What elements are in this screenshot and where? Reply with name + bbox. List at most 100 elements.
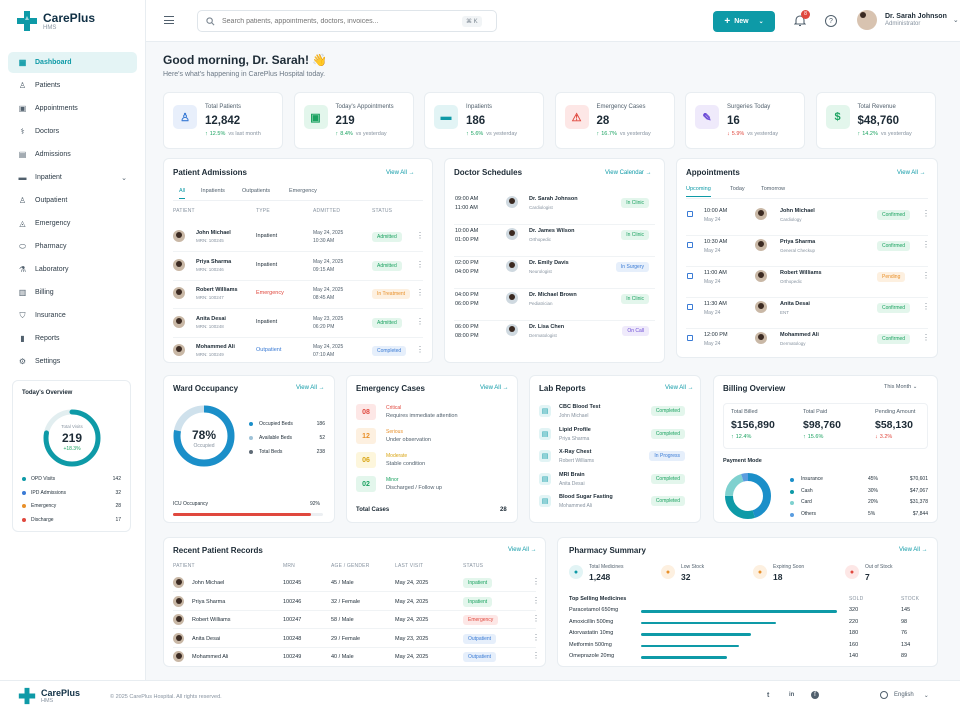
view-calendar-link[interactable]: View Calendar → (605, 170, 652, 176)
tab-tomorrow[interactable]: Tomorrow (761, 186, 786, 192)
more-options-icon[interactable]: ⋮ (532, 614, 540, 623)
schedule-row[interactable]: 10:00 AM 01:00 PM Dr. James Wilson Orthoped… (454, 227, 655, 257)
more-options-icon[interactable]: ⋮ (416, 316, 424, 326)
more-options-icon[interactable]: ⋮ (416, 345, 424, 354)
pharmacy-view-all[interactable]: View All → (899, 547, 928, 553)
emergency-row[interactable]: 02 Minor Discharged / Follow up (356, 474, 508, 494)
more-options-icon[interactable]: ⋮ (532, 577, 540, 586)
more-options-icon[interactable]: ⋮ (922, 271, 930, 280)
sidebar-item-laboratory[interactable]: ⚗ Laboratory (8, 259, 137, 280)
more-options-icon[interactable]: ⋮ (532, 651, 540, 660)
legend-label: Occupied Beds (259, 421, 293, 427)
language-selector[interactable]: English ⌄ (880, 691, 929, 699)
dollar-icon: $ (825, 105, 850, 129)
more-options-icon[interactable]: ⋮ (532, 595, 540, 605)
sidebar-item-settings[interactable]: ⚙ Settings (8, 351, 137, 372)
row-divider (686, 328, 928, 329)
more-options-icon[interactable]: ⋮ (922, 333, 930, 342)
emergency-row[interactable]: 06 Moderate Stable condition (356, 450, 508, 470)
appointment-row[interactable]: 10:00 AM May 24 John Michael Cardiology Conf… (686, 207, 930, 236)
overview-ring (43, 409, 101, 467)
tab-inpatients[interactable]: Inpatients (201, 188, 225, 194)
avatar (173, 614, 184, 625)
tab-today[interactable]: Today (730, 186, 745, 192)
table-row[interactable]: Robert Williams MRN: 100247 Emergency May 2… (173, 281, 424, 309)
tab-upcoming[interactable]: Upcoming (686, 186, 711, 197)
sidebar-item-pharmacy[interactable]: ⬭ Pharmacy (8, 236, 137, 257)
records-view-all[interactable]: View All → (508, 547, 537, 553)
notifications-button[interactable]: 8 (793, 10, 810, 28)
table-row[interactable]: John Michael 100245 45 / Male May 24, 2025 I… (173, 575, 540, 592)
emergency-row[interactable]: 12 Serious Under observation (356, 426, 508, 446)
schedule-row[interactable]: 06:00 PM 08:00 PM Dr. Lisa Chen Dermatologi… (454, 323, 655, 351)
search-input[interactable] (222, 17, 462, 25)
overview-row-label: Emergency (31, 503, 57, 509)
table-row[interactable]: Robert Williams 100247 58 / Male May 24, 20… (173, 612, 540, 629)
table-row[interactable]: Priya Sharma MRN: 100246 Inpatient May 24, … (173, 253, 424, 281)
appointment-row[interactable]: 11:00 AM May 24 Robert Williams Orthopedic P… (686, 269, 930, 298)
appointment-row[interactable]: 11:30 AM May 24 Anita Desai ENT Confirmed ⋮ (686, 300, 930, 329)
sidebar-item-outpatient[interactable]: ♙ Outpatient (8, 190, 137, 211)
sidebar-item-doctors[interactable]: ⚕ Doctors (8, 121, 137, 142)
admissions-view-all[interactable]: View All → (386, 170, 415, 176)
brand-logo[interactable]: CarePlus HMS (16, 10, 95, 32)
ward-legend-row: Total Beds 238 (249, 449, 325, 455)
help-icon[interactable]: ? (825, 15, 837, 27)
lab-report-row[interactable]: ▤ MRI Brain Anita Desai Completed (539, 471, 691, 491)
ward-view-all[interactable]: View All → (296, 385, 325, 391)
more-options-icon[interactable]: ⋮ (532, 632, 540, 642)
new-button[interactable]: + New ⌄ (713, 11, 775, 32)
appointment-date: May 24 (704, 217, 721, 223)
sidebar-item-insurance[interactable]: ⛉ Insurance (8, 305, 137, 326)
table-row[interactable]: Mohammed Ali MRN: 100249 Outpatient May 24,… (173, 338, 424, 364)
lab-patient-name: Priya Sharma (559, 435, 590, 442)
schedule-row[interactable]: 09:00 AM 11:00 AM Dr. Sarah Johnson Cardiol… (454, 195, 655, 225)
tab-emergency[interactable]: Emergency (289, 188, 317, 194)
more-options-icon[interactable]: ⋮ (922, 302, 930, 311)
more-options-icon[interactable]: ⋮ (416, 259, 424, 269)
tab-outpatients[interactable]: Outpatients (242, 188, 271, 194)
stat-value: $48,760 (857, 115, 900, 127)
emergency-view-all[interactable]: View All → (480, 385, 509, 391)
twitter-icon[interactable]: t (767, 692, 770, 699)
linkedin-icon[interactable]: in (789, 692, 795, 698)
lab-view-all[interactable]: View All → (665, 385, 694, 391)
lab-report-row[interactable]: ▤ Blood Sugar Fasting Mohammed Ali Complete… (539, 493, 691, 513)
age-gender: 29 / Female (331, 635, 361, 642)
more-options-icon[interactable]: ⋮ (416, 231, 424, 240)
sidebar-item-reports[interactable]: ▮ Reports (8, 328, 137, 349)
table-row[interactable]: Anita Desai 100248 29 / Female May 23, 2025… (173, 631, 540, 648)
schedule-row[interactable]: 04:00 PM 06:00 PM Dr. Michael Brown Pediatr… (454, 291, 655, 321)
more-options-icon[interactable]: ⋮ (922, 240, 930, 249)
more-options-icon[interactable]: ⋮ (922, 209, 930, 218)
appointment-row[interactable]: 12:00 PM May 24 Mohammed Ali Dermatology Con… (686, 331, 930, 359)
schedule-row[interactable]: 02:00 PM 04:00 PM Dr. Emily Davis Neurologi… (454, 259, 655, 289)
user-profile[interactable]: Dr. Sarah Johnson Administrator ⌄ (857, 10, 959, 30)
sidebar-item-emergency[interactable]: ◬ Emergency (8, 213, 137, 234)
menu-toggle-icon[interactable] (164, 16, 174, 24)
sidebar-item-dashboard[interactable]: ▦ Dashboard (8, 52, 137, 73)
sidebar-item-appointments[interactable]: ▣ Appointments (8, 98, 137, 119)
global-search[interactable]: ⌘ K (197, 10, 497, 32)
emergency-row[interactable]: 08 Critical Requires immediate attention (356, 402, 508, 422)
table-row[interactable]: Priya Sharma 100246 32 / Female May 24, 202… (173, 594, 540, 611)
sidebar-item-admissions[interactable]: ▤ Admissions (8, 144, 137, 165)
appointment-row[interactable]: 10:30 AM May 24 Priya Sharma General Checku… (686, 238, 930, 267)
tab-all[interactable]: All (179, 188, 186, 199)
lab-report-row[interactable]: ▤ X-Ray Chest Robert Williams In Progress (539, 448, 691, 468)
lab-report-row[interactable]: ▤ Lipid Profile Priya Sharma Completed (539, 426, 691, 446)
doctor-name: Dr. Sarah Johnson (529, 196, 578, 202)
payment-mode-amount: $7,844 (912, 510, 928, 517)
sidebar-item-billing[interactable]: ▥ Billing (8, 282, 137, 303)
table-row[interactable]: John Michael MRN: 100245 Inpatient May 24, … (173, 224, 424, 252)
billing-period-select[interactable]: This Month ⌄ (884, 384, 918, 390)
sidebar-item-inpatient[interactable]: ▬ Inpatient ⌄ (8, 167, 137, 188)
table-row[interactable]: Anita Desai MRN: 100248 Inpatient May 23, 2… (173, 310, 424, 338)
more-options-icon[interactable]: ⋮ (416, 288, 424, 297)
user-role: Administrator (885, 21, 921, 27)
table-row[interactable]: Mohammed Ali 100249 40 / Male May 24, 2025 O… (173, 649, 540, 666)
sidebar-item-patients[interactable]: ♙ Patients (8, 75, 137, 96)
facebook-icon[interactable]: f (811, 691, 819, 699)
appointments-view-all[interactable]: View All → (897, 170, 926, 176)
lab-report-row[interactable]: ▤ CBC Blood Test John Michael Completed (539, 403, 691, 423)
